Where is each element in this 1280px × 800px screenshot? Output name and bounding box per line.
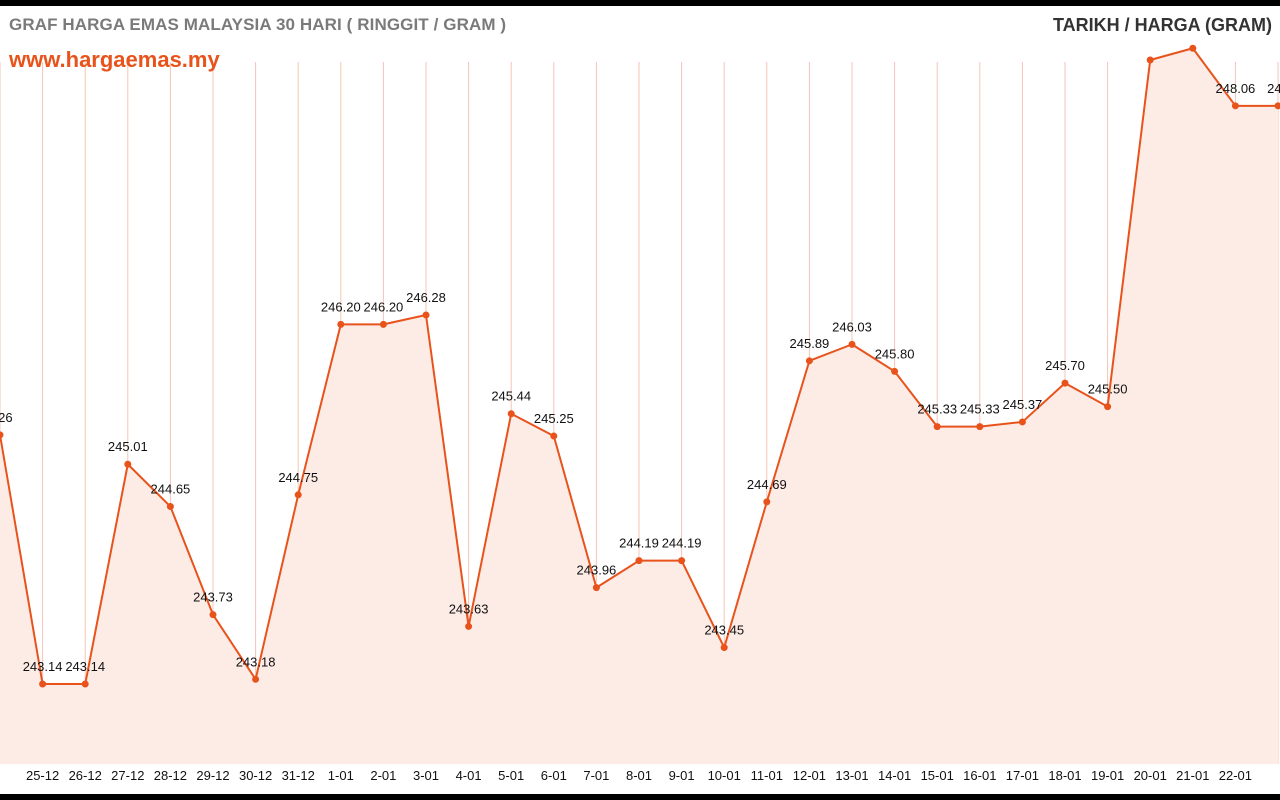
x-tick-label: 20-01 (1134, 768, 1167, 783)
x-tick-label: 15-01 (921, 768, 954, 783)
data-label: 5.26 (0, 410, 13, 425)
area-fill (0, 48, 1278, 765)
x-tick-label: 10-01 (708, 768, 741, 783)
data-label: 245.80 (875, 346, 915, 361)
x-tick-label: 18-01 (1048, 768, 1081, 783)
x-tick-label: 2-01 (370, 768, 396, 783)
data-label: 248 (1267, 81, 1280, 96)
data-label: 245.33 (917, 402, 957, 417)
data-label: 243.45 (704, 623, 744, 638)
data-point (252, 675, 260, 683)
data-point (209, 611, 217, 619)
data-point (848, 340, 856, 348)
data-point (933, 423, 941, 431)
data-label: 245.33 (960, 402, 1000, 417)
data-label: 245.70 (1045, 358, 1085, 373)
data-label: 246.03 (832, 319, 872, 334)
data-point (1018, 418, 1026, 426)
data-point (1231, 102, 1239, 110)
data-point (635, 557, 643, 565)
data-label: 245.01 (108, 439, 148, 454)
x-tick-label: 26-12 (69, 768, 102, 783)
data-label: 245.25 (534, 411, 574, 426)
x-tick-label: 6-01 (541, 768, 567, 783)
data-label: 245.89 (790, 336, 830, 351)
data-point (592, 584, 600, 592)
x-tick-label: 27-12 (111, 768, 144, 783)
data-label: 243.14 (23, 659, 63, 674)
website-link[interactable]: www.hargaemas.my (9, 47, 220, 72)
x-tick-label: 17-01 (1006, 768, 1039, 783)
x-tick-label: 7-01 (583, 768, 609, 783)
data-label: 245.44 (491, 389, 531, 404)
data-label: 244.19 (662, 536, 702, 551)
data-label: 244.19 (619, 536, 659, 551)
x-tick-label: 4-01 (456, 768, 482, 783)
data-point (507, 410, 515, 418)
x-tick-label: 1-01 (328, 768, 354, 783)
data-point (39, 680, 47, 688)
data-label: 244.75 (278, 470, 318, 485)
data-point (1146, 56, 1154, 64)
data-point (891, 367, 899, 375)
data-point (1061, 379, 1069, 387)
data-point (166, 503, 174, 511)
data-label: 246.28 (406, 290, 446, 305)
chart-title: GRAF HARGA EMAS MALAYSIA 30 HARI ( RINGG… (9, 15, 507, 34)
x-tick-label: 31-12 (282, 768, 315, 783)
data-label: 243.73 (193, 590, 233, 605)
x-tick-label: 12-01 (793, 768, 826, 783)
data-point (805, 357, 813, 365)
data-point (1104, 403, 1112, 411)
x-tick-label: 8-01 (626, 768, 652, 783)
x-tick-label: 3-01 (413, 768, 439, 783)
data-point (465, 622, 473, 630)
x-tick-label: 25-12 (26, 768, 59, 783)
data-point (124, 460, 132, 468)
x-tick-label: 9-01 (669, 768, 695, 783)
x-tick-label: 28-12 (154, 768, 187, 783)
legend-label: TARIKH / HARGA (GRAM) (1053, 15, 1272, 36)
data-label: 246.20 (364, 299, 404, 314)
data-label: 246.20 (321, 299, 361, 314)
x-tick-label: 16-01 (963, 768, 996, 783)
data-point (81, 680, 89, 688)
data-point (422, 311, 430, 319)
data-point (294, 491, 302, 499)
data-point (1274, 102, 1280, 110)
data-point (379, 320, 387, 328)
x-tick-label: 22-01 (1219, 768, 1252, 783)
data-label: 243.96 (577, 563, 617, 578)
data-label: 243.63 (449, 601, 489, 616)
data-label: 245.50 (1088, 382, 1128, 397)
x-tick-label: 5-01 (498, 768, 524, 783)
x-tick-label: 29-12 (196, 768, 229, 783)
data-label: 245.37 (1003, 397, 1043, 412)
x-tick-label: 14-01 (878, 768, 911, 783)
data-point (0, 431, 4, 439)
x-tick-label: 30-12 (239, 768, 272, 783)
data-point (678, 557, 686, 565)
data-point (763, 498, 771, 506)
x-tick-label: 11-01 (751, 768, 783, 783)
data-label: 243.18 (236, 654, 276, 669)
data-point (720, 644, 728, 652)
data-point (550, 432, 558, 440)
data-label: 248.06 (1216, 81, 1256, 96)
x-tick-label: 13-01 (835, 768, 868, 783)
data-point (1189, 44, 1197, 52)
data-point (337, 320, 345, 328)
data-label: 244.65 (151, 482, 191, 497)
x-tick-label: 21-01 (1176, 768, 1209, 783)
x-tick-label: 19-01 (1091, 768, 1124, 783)
data-point (976, 423, 984, 431)
data-label: 244.69 (747, 477, 787, 492)
data-label: 243.14 (65, 659, 105, 674)
